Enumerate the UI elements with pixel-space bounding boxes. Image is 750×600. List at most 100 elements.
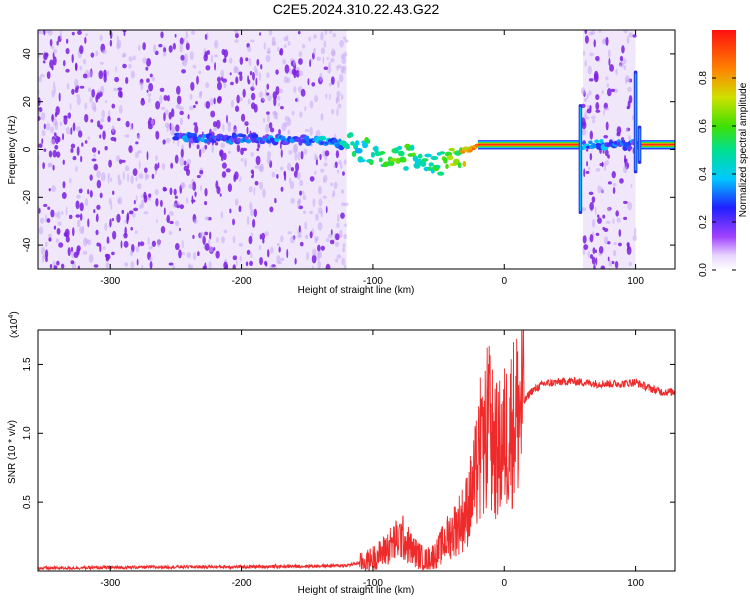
spectrogram-speckle	[67, 112, 72, 119]
spectrogram-speckle	[633, 227, 637, 237]
spectrogram-speckle	[249, 71, 253, 76]
signal-band-stripe	[477, 142, 581, 144]
spectrogram-speckle	[278, 246, 281, 253]
spectrogram-speckle	[331, 48, 336, 57]
spectrogram-speckle	[228, 150, 232, 154]
spectrogram-speckle	[180, 54, 185, 61]
spectrogram-speckle	[279, 257, 285, 262]
spectrogram-speckle	[319, 153, 322, 161]
spectrogram-speckle	[317, 260, 321, 269]
spectrogram-speckle	[223, 152, 227, 161]
spectrogram-speckle	[609, 64, 615, 72]
spectrogram-speckle	[168, 230, 173, 236]
spectrogram-speckle	[174, 195, 178, 199]
spectrogram-speckle	[300, 150, 304, 160]
spectrogram-speckle	[248, 186, 253, 193]
spectrogram-speckle	[201, 146, 206, 154]
spectrogram-speckle	[108, 159, 112, 168]
spectrogram-speckle	[264, 231, 269, 237]
spectrogram-speckle	[602, 149, 605, 154]
spectrogram-speckle	[299, 111, 303, 118]
spectrogram-speckle	[40, 74, 45, 78]
spectrogram-speckle	[50, 126, 55, 134]
signal-band-stripe	[639, 147, 675, 149]
spectrogram-speckle	[259, 256, 263, 266]
spectrogram-speckle	[632, 235, 637, 241]
spectrogram-speckle	[623, 216, 628, 221]
spectrogram-speckle	[93, 264, 99, 268]
spectrogram-speckle	[58, 242, 64, 248]
spectrogram-speckle	[115, 66, 118, 72]
spectrogram-speckle	[88, 254, 94, 263]
spectrogram-speckle	[232, 264, 236, 269]
spectrogram-speckle	[298, 58, 303, 65]
spectrogram-speckle	[111, 125, 115, 133]
spectrogram-speckle	[198, 70, 202, 75]
spectrogram-speckle	[266, 111, 270, 115]
spectrogram-x-axis-label: Height of straight line (km)	[298, 285, 415, 296]
spectrogram-speckle	[340, 163, 343, 169]
spectrogram-speckle	[45, 122, 51, 131]
spectrogram-speckle	[342, 52, 348, 57]
signal-band-stripe	[639, 143, 675, 145]
spectrogram-speckle	[336, 254, 342, 259]
spectrogram-speckle	[336, 107, 339, 117]
spectrogram-speckle	[589, 202, 595, 211]
spectrogram-speckle	[258, 72, 262, 81]
spectrogram-speckle	[91, 158, 97, 162]
spectrogram-speckle	[219, 193, 222, 197]
spectrogram-speckle	[42, 162, 45, 170]
spectrogram-speckle	[222, 78, 227, 84]
signal-band-stripe	[639, 141, 675, 143]
spectrogram-speckle	[588, 191, 594, 196]
spectrogram-x-tick-label: -200	[232, 276, 252, 287]
spectrogram-speckle	[87, 218, 90, 228]
spectrogram-speckle	[607, 49, 611, 58]
spectrogram-speckle	[323, 40, 327, 48]
spectrogram-speckle	[279, 47, 284, 56]
spectrogram-speckle	[289, 177, 292, 184]
spectrogram-speckle	[584, 35, 589, 44]
spectrogram-speckle	[255, 155, 261, 166]
spectrogram-speckle	[592, 247, 596, 255]
spectrogram-speckle	[590, 30, 595, 36]
spectrogram-speckle	[227, 183, 233, 193]
spectrogram-speckle	[66, 83, 70, 90]
spectrogram-speckle	[307, 78, 310, 86]
spectrogram-speckle	[229, 57, 233, 64]
spectrogram-speckle	[258, 91, 264, 99]
spectrogram-speckle	[598, 245, 604, 254]
spectrogram-speckle	[253, 186, 256, 196]
spectrogram-speckle	[246, 216, 250, 226]
spectrogram-speckle	[324, 150, 330, 157]
spectrogram-speckle	[112, 230, 117, 240]
spectrogram-x-tick-label: -300	[100, 276, 120, 287]
spectrogram-speckle	[235, 259, 238, 267]
spectrogram-speckle	[276, 173, 279, 179]
spectrogram-speckle	[588, 90, 592, 96]
spectrogram-speckle	[282, 58, 286, 65]
spectrogram-speckle	[188, 105, 194, 111]
spectrogram-speckle	[38, 207, 41, 214]
spectrogram-speckle	[595, 232, 600, 236]
spectrogram-speckle	[49, 59, 54, 69]
spectrogram-speckle	[204, 188, 208, 197]
spectrogram-speckle	[205, 82, 210, 89]
signal-blob	[462, 160, 467, 167]
spectrogram-speckle	[276, 243, 280, 247]
spectrogram-speckle	[245, 261, 249, 267]
spectrogram-speckle	[110, 201, 113, 211]
spectrogram-speckle	[87, 87, 92, 93]
spectrogram-speckle	[595, 168, 601, 172]
spectrogram-speckle	[116, 213, 121, 223]
spectrogram-speckle	[234, 171, 239, 180]
spectrogram-speckle	[190, 81, 195, 91]
snr-x-tick-label: -200	[232, 578, 252, 589]
spectrogram-speckle	[140, 83, 144, 91]
spectrogram-speckle	[39, 217, 45, 224]
spectrogram-speckle	[266, 151, 272, 158]
signal-band-stripe	[477, 143, 581, 145]
spectrogram-speckle	[212, 121, 218, 128]
spectrogram-speckle	[254, 165, 260, 169]
spectrogram-speckle	[247, 46, 252, 53]
